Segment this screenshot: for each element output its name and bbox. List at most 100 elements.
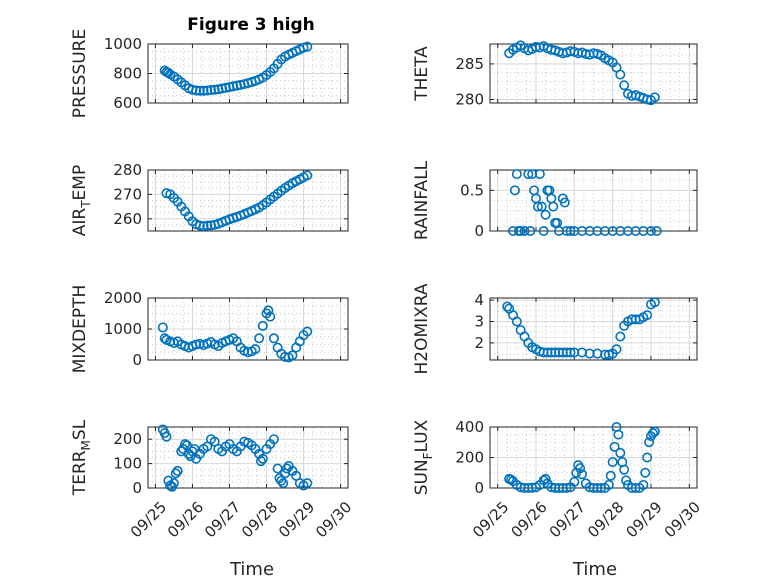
y-tick-label: 4 [474,291,484,309]
data-point [194,220,205,231]
y-axis-label-1: THETA [412,46,432,102]
data-point [644,437,655,448]
data-point [287,350,298,361]
y-tick-label: 800 [113,65,142,83]
data-point [642,310,653,321]
data-point [649,297,660,308]
y-tick-label: 3 [474,313,484,331]
data-point [559,197,570,208]
data-point [170,468,181,479]
data-point [268,333,279,344]
data-point [565,347,576,358]
data-point [302,326,313,337]
data-point [250,344,261,355]
y-tick-label: 0 [132,479,142,497]
data-point [254,333,265,344]
data-point [607,457,618,468]
data-point [649,92,660,103]
data-point [611,344,622,355]
data-point [272,463,283,474]
data-point [502,301,513,312]
data-point [540,473,551,484]
y-tick-label: 0.5 [460,181,484,199]
y-tick-label: 400 [455,418,484,436]
data-point [157,322,168,333]
data-point [561,482,572,493]
data-point [538,226,549,237]
data-point [619,464,630,475]
data-point [209,84,220,95]
data-point [534,169,545,180]
subplot-theta: 280 285 THETA [412,40,698,108]
data-point [511,169,522,180]
y-tick-label: 1000 [104,320,142,338]
data-point [202,220,213,231]
data-point [198,221,209,232]
y-tick-label: 0 [132,351,142,369]
data-point [525,226,536,237]
data-point [515,226,526,237]
data-point [615,447,626,458]
y-axis-label-7: SUNFLUX [412,419,435,495]
data-point [255,456,266,467]
data-point [619,80,630,91]
data-point [194,85,205,96]
y-axis-label-5: H2OMIXRA [412,283,432,374]
data-point [640,467,651,478]
data-point [161,431,172,442]
data-point [268,434,279,445]
y-tick-label: 280 [455,90,484,108]
y-axis-label-6: TERRMSL [70,419,93,496]
y-tick-label: 2 [474,334,484,352]
data-point [569,476,580,487]
data-point [198,85,209,96]
axes-box [147,426,349,489]
y-tick-label: 200 [113,430,142,448]
data-point [302,41,313,52]
data-point [609,441,620,452]
y-tick-label: 1000 [104,35,142,53]
y-tick-label: 280 [113,161,142,179]
subplot-mixdepth: 0 1000 2000 MIXDEPTH [70,285,349,373]
data-point [615,331,626,342]
subplot-rainfall: 0 0.5 RAINFALL [412,160,698,240]
data-point [159,333,170,344]
data-point [281,463,292,474]
data-point [621,475,632,486]
data-point [187,84,198,95]
data-point [257,453,268,464]
data-point [506,474,517,485]
data-point [523,169,534,180]
data-point [532,201,543,212]
data-point [615,69,626,80]
data-point [575,463,586,474]
y-tick-label: 200 [455,449,484,467]
y-axis-label-3: RAINFALL [412,160,432,240]
y-axis-label-2: AIRTEMP [70,165,93,236]
data-point [180,439,191,450]
data-point [645,226,656,237]
y-tick-label: 100 [113,455,142,473]
data-point [638,479,649,490]
axes-box [489,297,698,361]
data-point [548,201,559,212]
data-point [509,185,520,196]
data-point [205,85,216,96]
data-point [647,428,658,439]
data-point [257,320,268,331]
y-tick-label: 285 [455,55,484,73]
y-tick-label: 260 [113,210,142,228]
subplot-h2omixra: 2 3 4 H2OMIXRA [412,283,698,375]
y-tick-label: 2000 [104,289,142,307]
data-point [191,339,202,350]
data-point [172,465,183,476]
y-tick-label: 600 [113,94,142,112]
data-point [202,85,213,96]
data-point [511,316,522,327]
data-point [642,452,653,463]
data-point [651,226,662,237]
subplot-air_temp: 260 270 280 AIRTEMP [70,161,349,236]
axes-box [147,169,349,232]
data-point [576,469,587,480]
data-point [189,443,200,454]
